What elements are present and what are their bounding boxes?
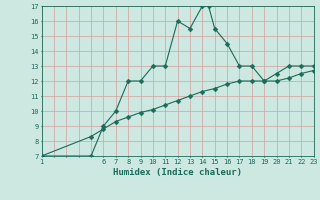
X-axis label: Humidex (Indice chaleur): Humidex (Indice chaleur) [113, 168, 242, 177]
